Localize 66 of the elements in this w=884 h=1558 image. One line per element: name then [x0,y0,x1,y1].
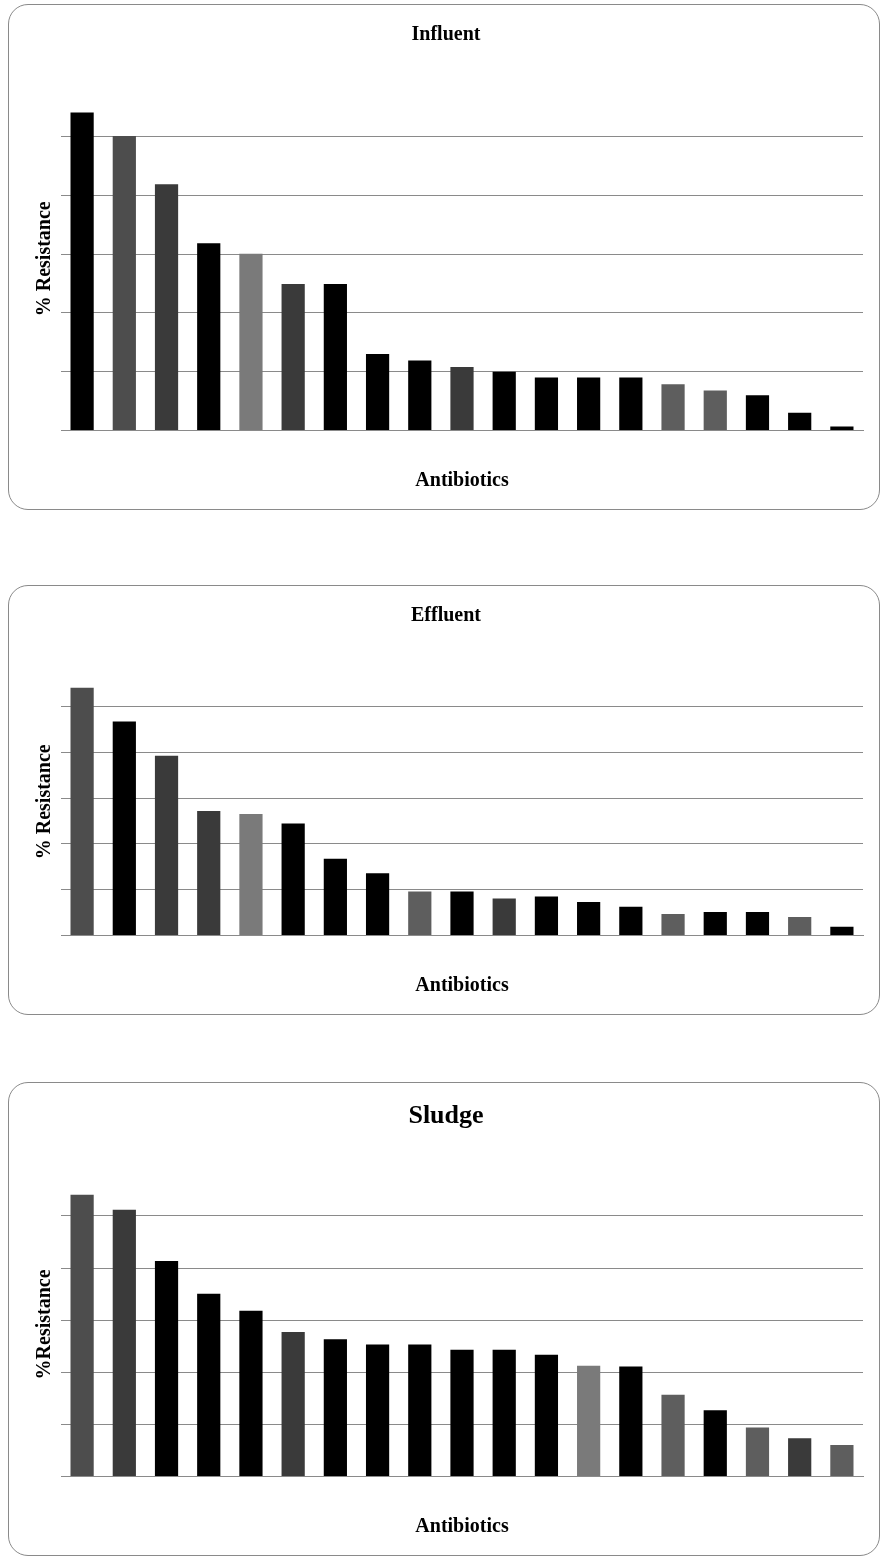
bar [492,898,516,936]
bar [197,243,221,431]
bar [703,1410,727,1477]
chart-title: Influent [411,22,481,45]
bar [577,377,601,431]
bar [365,873,390,936]
bar [577,901,601,936]
bar [112,1209,136,1477]
y-axis-title: % Resistance [32,201,55,317]
y-axis-title: %Resistance [32,1269,55,1380]
bar [830,1445,854,1477]
bar [408,891,432,936]
bar [70,687,94,936]
bar [365,353,390,431]
bar [534,1354,559,1477]
bar [619,1366,643,1477]
bar [197,1293,221,1477]
bar [112,721,136,936]
bar [450,891,474,936]
bar [70,1194,94,1477]
bar [323,1339,347,1477]
y-axis-title: % Resistance [32,744,55,860]
bar [788,917,812,936]
bar [70,112,94,431]
bar [492,371,516,431]
bar [577,1365,601,1477]
bar [830,926,854,936]
bar [154,184,179,431]
x-axis-title: Antibiotics [415,468,509,491]
bar [661,1394,685,1477]
chart-title: Sludge [408,1100,484,1130]
bar [450,366,474,431]
bar [323,283,347,431]
bar [154,1260,179,1477]
bar [408,360,432,431]
bar [323,858,347,936]
bar [239,813,263,936]
bar [281,823,305,936]
bar [154,755,179,936]
bar [703,390,727,431]
bar [534,377,559,431]
bar [788,1438,812,1477]
bar [408,1344,432,1477]
bar [197,810,221,936]
bar [619,906,643,936]
bar [619,377,643,431]
bar [745,912,770,936]
bar [281,283,305,431]
bar [661,384,685,431]
bar [239,253,263,431]
bar [492,1349,516,1477]
bar [703,912,727,936]
bar [745,395,770,431]
chart-title: Effluent [411,603,482,626]
bar [365,1344,390,1477]
bar [534,896,559,936]
bar [745,1427,770,1477]
bar [830,426,854,431]
bar [450,1349,474,1477]
bar [281,1332,305,1477]
x-axis-title: Antibiotics [415,973,509,996]
bar [112,136,136,431]
x-axis-title: Antibiotics [415,1514,509,1537]
bar [239,1310,263,1477]
bar [788,412,812,431]
bar [661,914,685,936]
